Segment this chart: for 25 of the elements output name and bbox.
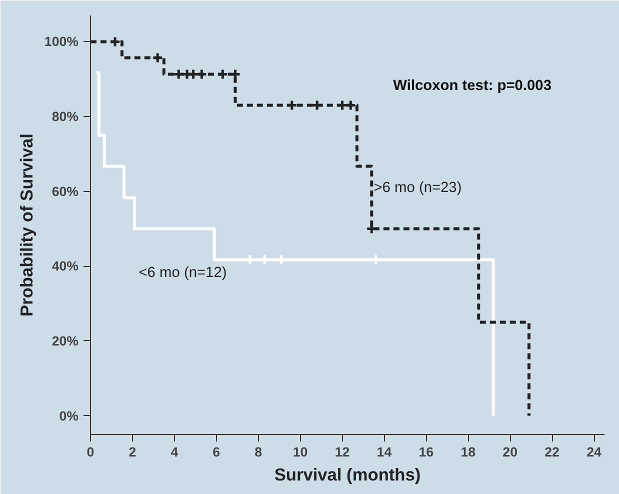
x-tick-label: 0 (86, 444, 94, 460)
x-tick-label: 16 (418, 444, 434, 460)
y-tick-label: 40% (52, 258, 79, 274)
y-tick-label: 0% (59, 408, 79, 424)
x-tick-label: 6 (212, 444, 220, 460)
series-label: >6 mo (n=23) (374, 180, 462, 196)
x-tick-label: 8 (254, 444, 262, 460)
y-tick-label: 80% (52, 109, 79, 124)
x-tick-label: 20 (502, 444, 518, 460)
x-tick-label: 14 (376, 444, 392, 460)
x-tick-label: 24 (586, 444, 602, 460)
x-tick-label: 12 (334, 444, 350, 460)
annotation: Wilcoxon test: p=0.003 (393, 78, 552, 94)
x-tick-label: 22 (544, 444, 560, 460)
y-axis-title: Probability of Survival (16, 134, 36, 316)
x-tick-label: 18 (460, 444, 476, 460)
x-tick-label: 4 (170, 444, 179, 460)
y-tick-label: 60% (52, 184, 79, 199)
x-axis-title: Survival (months) (274, 464, 421, 484)
x-tick-label: 2 (128, 444, 136, 460)
x-tick-label: 10 (292, 444, 308, 460)
point (152, 52, 164, 64)
series-label: <6 mo (n=12) (138, 265, 227, 282)
y-tick-label: 20% (52, 333, 79, 348)
y-tick-label: 100% (44, 34, 79, 50)
